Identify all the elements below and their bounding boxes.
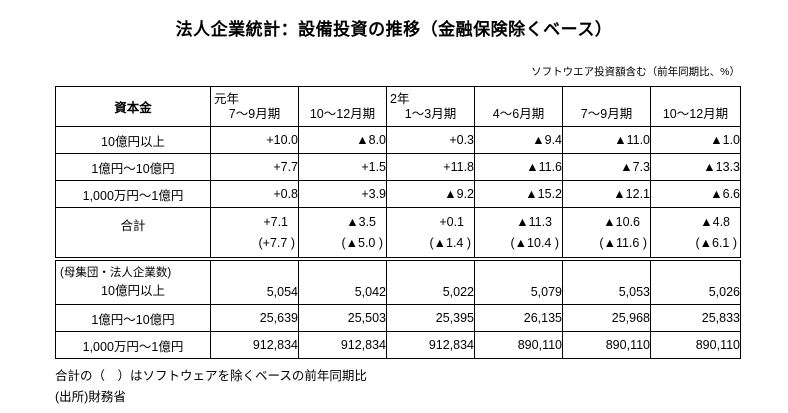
table-row: 1億円～10億円 25,639 25,503 25,395 26,135 25,… [55,304,741,332]
row-label: 1億円～10億円 [55,153,211,181]
period-label: 7～9月期 [580,107,633,121]
value-cell: 5,079 [474,256,563,305]
value-cell: ▲4.8 (▲6.1 ) [650,207,741,259]
capex-table: 資本金 元年 7～9月期 10～12月期 2年 1～3月期 4～6月期 7～9月… [55,86,741,359]
value-cell: 912,834 [298,331,387,359]
period-label: 1～3月期 [404,107,457,121]
total-value: +7.1 [263,215,288,229]
value-cell: 5,054 [210,256,299,305]
value-cell: ▲11.6 [474,153,563,181]
value-cell: 25,968 [562,304,651,332]
value-cell: ▲13.3 [650,153,741,181]
year-label [652,88,740,106]
year-label [300,88,386,106]
value-cell: 25,395 [386,304,475,332]
row-label: 1億円～10億円 [55,304,211,332]
value-cell: 5,026 [650,256,741,305]
value-cell: ▲11.0 [562,126,651,154]
total-value: ▲11.3 [516,215,552,229]
footnotes: 合計の（ ）はソフトウェアを除くベースの前年同期比 (出所)財務省 [55,366,367,408]
value-cell: ▲7.3 [562,153,651,181]
value-cell: +7.1 (+7.7 ) [210,207,299,259]
table-row-population: (母集団・法人企業数) 10億円以上 5,054 5,042 5,022 5,0… [55,256,741,305]
col-header-q4: 4～6月期 [474,86,563,127]
value-cell: 5,022 [386,256,475,305]
value-cell: 912,834 [210,331,299,359]
col-header-q2: 10～12月期 [298,86,387,127]
value-cell: ▲9.2 [386,180,475,208]
col-header-q3: 2年 1～3月期 [386,86,475,127]
period-label: 10～12月期 [309,107,376,121]
table-row-total: 合計 +7.1 (+7.7 ) ▲3.5 (▲5.0 ) +0.1 (▲1.4 … [55,207,741,259]
value-cell: 25,833 [650,304,741,332]
value-cell: 25,503 [298,304,387,332]
total-sub-value: (▲1.4 ) [429,236,471,250]
value-cell: 25,639 [210,304,299,332]
value-cell: +7.7 [210,153,299,181]
value-cell: 912,834 [386,331,475,359]
unit-note: ソフトウエア投資額含む（前年同期比、%） [531,66,740,78]
table-row: 1,000万円～1億円 912,834 912,834 912,834 890,… [55,331,741,359]
value-cell: +0.1 (▲1.4 ) [386,207,475,259]
value-cell: ▲10.6 (▲11.6 ) [562,207,651,259]
total-value: ▲10.6 [603,215,640,229]
value-cell: 5,042 [298,256,387,305]
header-row: 資本金 元年 7～9月期 10～12月期 2年 1～3月期 4～6月期 7～9月… [55,86,741,127]
year-label [564,88,650,106]
page-title: 法人企業統計：設備投資の推移（金融保険除くベース） [175,20,613,39]
total-value: +0.1 [439,215,464,229]
year-label [476,88,562,106]
row-label: 1,000万円～1億円 [55,331,211,359]
footnote-parenthesis-note: 合計の（ ）はソフトウェアを除くベースの前年同期比 [55,369,367,383]
value-cell: ▲3.5 (▲5.0 ) [298,207,387,259]
total-sub-value: (▲5.0 ) [341,236,383,250]
value-cell: ▲1.0 [650,126,741,154]
value-cell: +3.9 [298,180,387,208]
period-label: 10～12月期 [662,107,729,121]
section2-header: (母集団・法人企業数) [60,266,172,279]
total-sub-value: (▲10.4 ) [510,236,560,250]
value-cell: ▲11.3 (▲10.4 ) [474,207,563,259]
col-header-capital: 資本金 [55,86,211,127]
year-label: 2年 [390,92,410,106]
row-label-text: 10億円以上 [101,283,165,298]
value-cell: 890,110 [562,331,651,359]
footnote-source: (出所)財務省 [55,390,126,404]
table-row: 1億円～10億円 +7.7 +1.5 +11.8 ▲11.6 ▲7.3 ▲13.… [55,153,741,181]
value-cell: +10.0 [210,126,299,154]
value-cell: 890,110 [474,331,563,359]
value-cell: ▲9.4 [474,126,563,154]
row-label: 10億円以上 [55,126,211,154]
value-cell: +0.8 [210,180,299,208]
col-header-q1: 元年 7～9月期 [210,86,299,127]
row-label: (母集団・法人企業数) 10億円以上 [55,256,211,305]
value-cell: 890,110 [650,331,741,359]
total-sub-value: (▲6.1 ) [695,236,737,250]
value-cell: +0.3 [386,126,475,154]
row-label: 1,000万円～1億円 [55,180,211,208]
value-cell: +11.8 [386,153,475,181]
period-label: 7～9月期 [228,107,281,121]
total-value: ▲4.8 [700,215,730,229]
year-label: 元年 [214,92,240,106]
period-label: 4～6月期 [492,107,545,121]
total-sub-value: (▲11.6 ) [599,236,647,250]
value-cell: ▲6.6 [650,180,741,208]
value-cell: ▲15.2 [474,180,563,208]
value-cell: ▲12.1 [562,180,651,208]
value-cell: +1.5 [298,153,387,181]
total-value: ▲3.5 [346,215,376,229]
value-cell: 5,053 [562,256,651,305]
col-header-q6: 10～12月期 [650,86,741,127]
row-label: 合計 [55,207,211,259]
table-row: 1,000万円～1億円 +0.8 +3.9 ▲9.2 ▲15.2 ▲12.1 ▲… [55,180,741,208]
col-header-q5: 7～9月期 [562,86,651,127]
value-cell: 26,135 [474,304,563,332]
table-row: 10億円以上 +10.0 ▲8.0 +0.3 ▲9.4 ▲11.0 ▲1.0 [55,126,741,154]
value-cell: ▲8.0 [298,126,387,154]
total-sub-value: (+7.7 ) [258,236,295,250]
